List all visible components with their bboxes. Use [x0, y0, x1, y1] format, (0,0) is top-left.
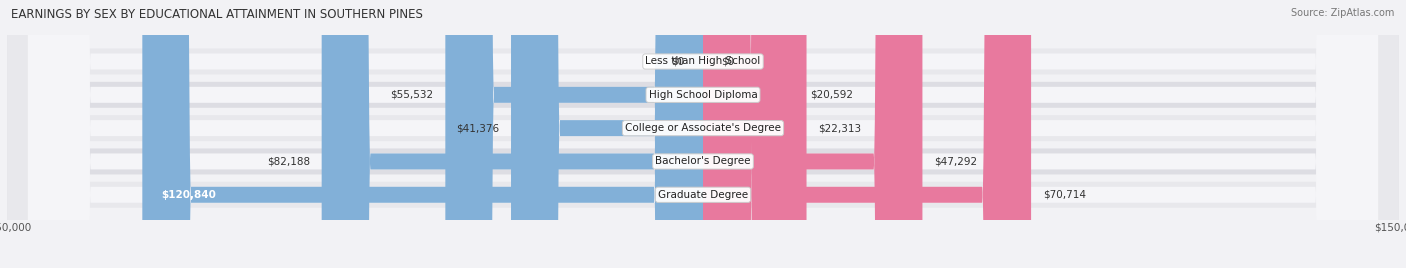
FancyBboxPatch shape — [7, 0, 1399, 268]
FancyBboxPatch shape — [703, 0, 799, 268]
Text: $41,376: $41,376 — [457, 123, 499, 133]
Text: $82,188: $82,188 — [267, 157, 311, 166]
Text: EARNINGS BY SEX BY EDUCATIONAL ATTAINMENT IN SOUTHERN PINES: EARNINGS BY SEX BY EDUCATIONAL ATTAINMEN… — [11, 8, 423, 21]
Text: $22,313: $22,313 — [818, 123, 862, 133]
Text: $47,292: $47,292 — [934, 157, 977, 166]
FancyBboxPatch shape — [28, 0, 1378, 268]
Text: Source: ZipAtlas.com: Source: ZipAtlas.com — [1291, 8, 1395, 18]
FancyBboxPatch shape — [142, 0, 703, 268]
Text: $55,532: $55,532 — [391, 90, 433, 100]
Text: $120,840: $120,840 — [160, 190, 215, 200]
FancyBboxPatch shape — [28, 0, 1378, 268]
Text: High School Diploma: High School Diploma — [648, 90, 758, 100]
Text: Less than High School: Less than High School — [645, 57, 761, 66]
FancyBboxPatch shape — [446, 0, 703, 268]
FancyBboxPatch shape — [7, 0, 1399, 268]
Text: College or Associate's Degree: College or Associate's Degree — [626, 123, 780, 133]
FancyBboxPatch shape — [510, 0, 703, 268]
FancyBboxPatch shape — [703, 0, 807, 268]
FancyBboxPatch shape — [7, 0, 1399, 268]
FancyBboxPatch shape — [28, 0, 1378, 268]
Text: $0: $0 — [721, 57, 735, 66]
FancyBboxPatch shape — [7, 0, 1399, 268]
FancyBboxPatch shape — [703, 0, 922, 268]
FancyBboxPatch shape — [703, 0, 1031, 268]
Text: $70,714: $70,714 — [1043, 190, 1085, 200]
Text: $20,592: $20,592 — [810, 90, 853, 100]
Text: Bachelor's Degree: Bachelor's Degree — [655, 157, 751, 166]
FancyBboxPatch shape — [28, 0, 1378, 268]
FancyBboxPatch shape — [28, 0, 1378, 268]
Text: $0: $0 — [671, 57, 685, 66]
Text: Graduate Degree: Graduate Degree — [658, 190, 748, 200]
FancyBboxPatch shape — [7, 0, 1399, 268]
FancyBboxPatch shape — [322, 0, 703, 268]
